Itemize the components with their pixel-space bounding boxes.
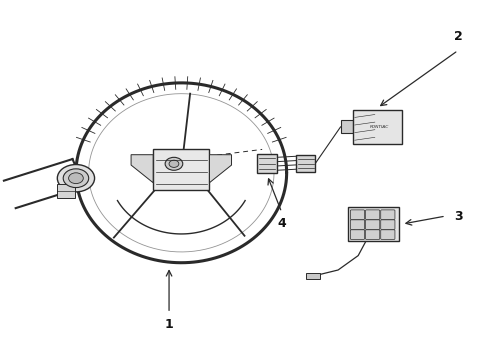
FancyBboxPatch shape [57, 184, 75, 198]
FancyBboxPatch shape [381, 220, 395, 229]
FancyBboxPatch shape [366, 230, 380, 239]
FancyBboxPatch shape [350, 230, 365, 239]
FancyBboxPatch shape [353, 110, 402, 144]
Circle shape [69, 173, 83, 184]
FancyBboxPatch shape [366, 210, 380, 220]
Circle shape [63, 169, 89, 188]
FancyBboxPatch shape [153, 149, 210, 190]
FancyBboxPatch shape [341, 121, 353, 134]
FancyBboxPatch shape [366, 220, 380, 229]
Text: 2: 2 [454, 30, 463, 42]
Text: 4: 4 [277, 217, 286, 230]
Polygon shape [210, 155, 231, 183]
FancyBboxPatch shape [296, 155, 315, 172]
FancyBboxPatch shape [348, 207, 399, 241]
Text: 3: 3 [454, 210, 463, 222]
FancyBboxPatch shape [257, 154, 277, 173]
FancyBboxPatch shape [350, 220, 365, 229]
Text: PONTIAC: PONTIAC [370, 125, 390, 129]
FancyBboxPatch shape [381, 210, 395, 220]
FancyBboxPatch shape [306, 273, 320, 279]
FancyBboxPatch shape [381, 230, 395, 239]
Text: 1: 1 [165, 318, 173, 330]
Circle shape [165, 157, 183, 170]
FancyBboxPatch shape [350, 210, 365, 220]
Circle shape [169, 160, 179, 167]
Circle shape [57, 165, 95, 192]
Polygon shape [131, 155, 153, 183]
